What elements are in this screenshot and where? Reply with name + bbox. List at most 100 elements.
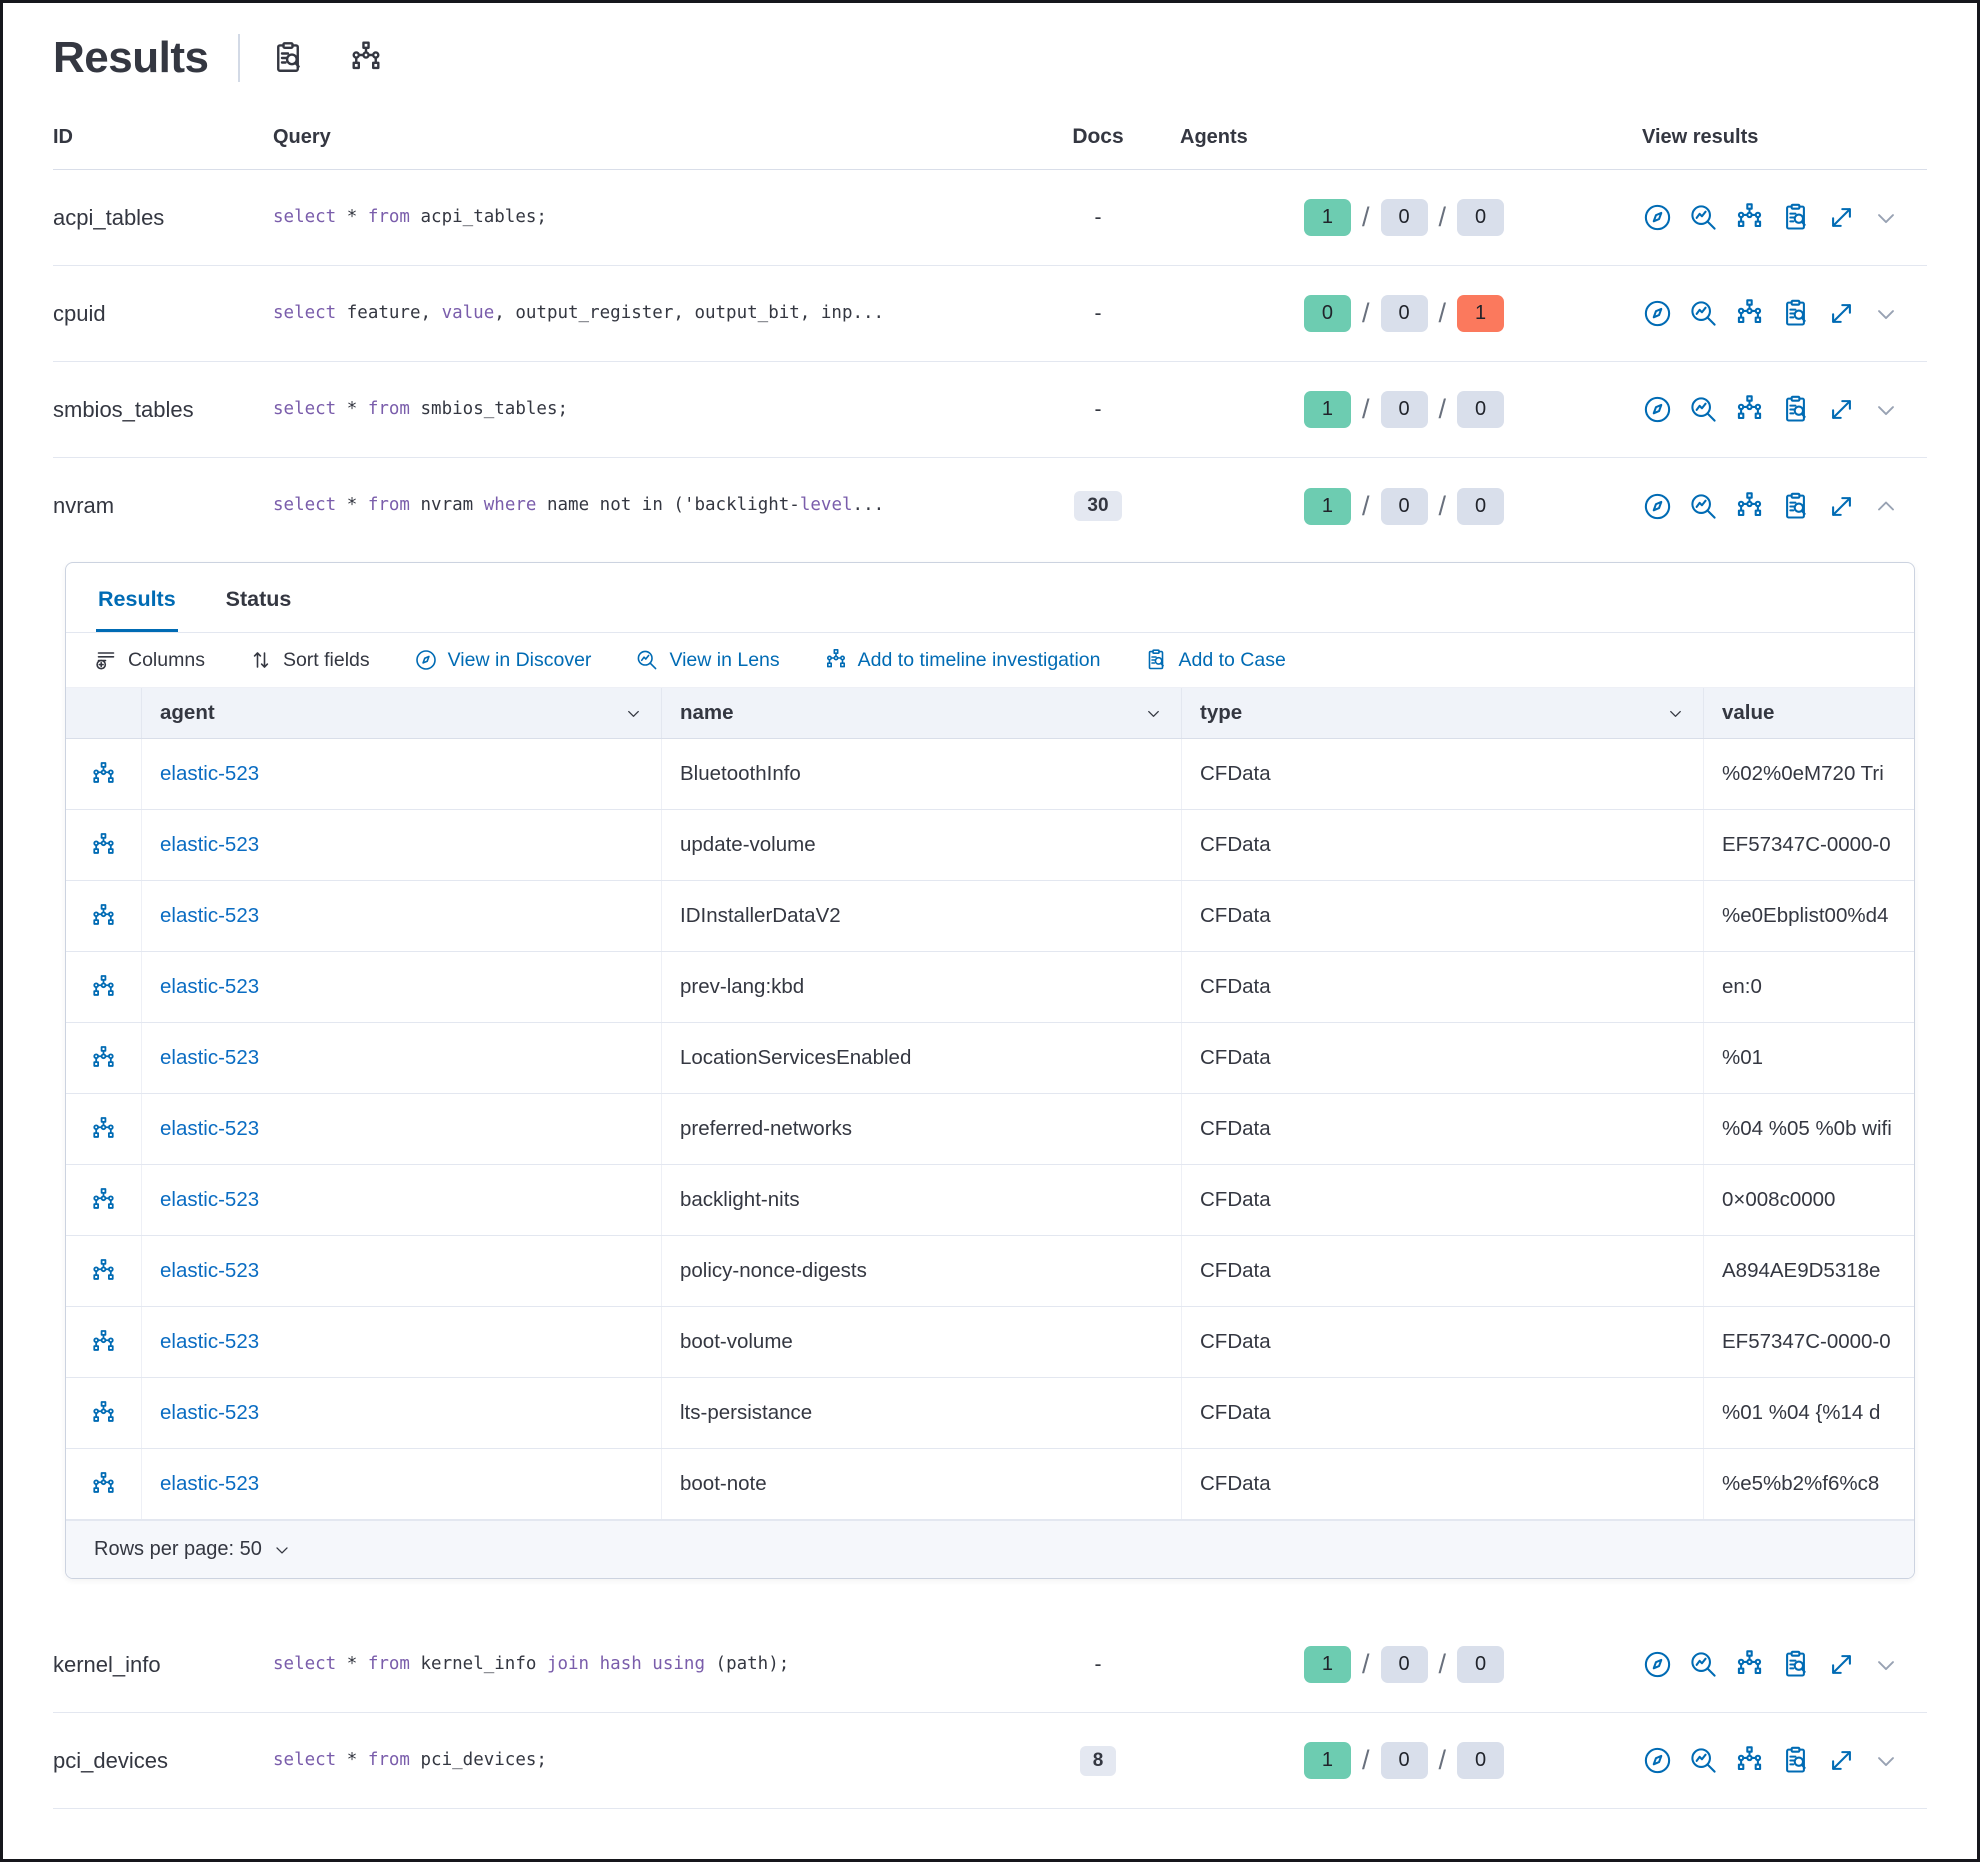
view-results-actions: [1642, 1649, 1927, 1680]
agent-link[interactable]: elastic-523: [160, 1046, 260, 1069]
add-row-to-timeline-icon[interactable]: [90, 903, 117, 930]
collapse-row-icon[interactable]: [1872, 492, 1900, 520]
view-in-discover-icon[interactable]: [1642, 1649, 1673, 1680]
agents-status-group: 1 / 0 / 0: [1180, 1742, 1628, 1779]
view-in-discover-icon[interactable]: [1642, 202, 1673, 233]
inspect-query-icon[interactable]: [1780, 202, 1811, 233]
query-token: *: [336, 206, 368, 227]
add-to-timeline-icon[interactable]: [1734, 1649, 1765, 1680]
rows-per-page-label: Rows per page: 50: [94, 1538, 262, 1560]
grid-column-header-type[interactable]: type: [1182, 688, 1704, 738]
view-in-lens-icon[interactable]: [1688, 1745, 1719, 1776]
toolbar-view-in-lens-button[interactable]: View in Lens: [635, 648, 780, 672]
expand-results-icon[interactable]: [1826, 491, 1857, 522]
results-toolbar: Columns Sort fields View in Discover View i…: [66, 633, 1914, 688]
view-in-lens-icon[interactable]: [1688, 1649, 1719, 1680]
result-value-cell: EF57347C-0000-0: [1722, 1330, 1891, 1353]
agent-link[interactable]: elastic-523: [160, 1117, 260, 1140]
inspect-query-icon[interactable]: [1780, 491, 1811, 522]
add-row-to-timeline-icon[interactable]: [90, 1258, 117, 1285]
inspect-icon[interactable]: [270, 40, 306, 76]
agents-pending-badge: 0: [1380, 1742, 1428, 1779]
tab-status[interactable]: Status: [225, 587, 292, 611]
add-row-to-timeline-icon[interactable]: [90, 1329, 117, 1356]
tab-results[interactable]: Results: [96, 563, 178, 632]
result-type-cell: CFData: [1182, 881, 1704, 951]
agent-link[interactable]: elastic-523: [160, 1401, 260, 1424]
agents-failed-badge: 0: [1457, 1742, 1505, 1779]
toolbar-view-in-discover-button[interactable]: View in Discover: [414, 648, 591, 672]
page-title: Results: [53, 33, 209, 82]
agent-link[interactable]: elastic-523: [160, 1188, 260, 1211]
expand-results-icon[interactable]: [1826, 202, 1857, 233]
expand-results-icon[interactable]: [1826, 1649, 1857, 1680]
view-in-lens-icon[interactable]: [1688, 394, 1719, 425]
view-in-discover-icon[interactable]: [1642, 394, 1673, 425]
query-sql: select * from pci_devices;: [273, 1750, 617, 1770]
view-in-lens-icon[interactable]: [1688, 491, 1719, 522]
expand-row-icon[interactable]: [1872, 1747, 1900, 1775]
result-name-cell: preferred-networks: [662, 1094, 1182, 1164]
query-row-smbios_tables: smbios_tables select * from smbios_tables…: [53, 362, 1927, 458]
toolbar-add-to-case-button[interactable]: Add to Case: [1144, 648, 1286, 672]
add-row-to-timeline-icon[interactable]: [90, 1116, 117, 1143]
agent-link[interactable]: elastic-523: [160, 975, 260, 998]
grid-column-header-agent[interactable]: agent: [142, 688, 662, 738]
toolbar-add-to-timeline-investigation-button[interactable]: Add to timeline investigation: [824, 648, 1100, 672]
query-token-keyword: select: [273, 495, 337, 516]
query-token-keyword: level: [799, 495, 853, 516]
expand-results-icon[interactable]: [1826, 394, 1857, 425]
add-to-timeline-icon[interactable]: [1734, 394, 1765, 425]
add-row-to-timeline-icon[interactable]: [90, 1471, 117, 1498]
expand-results-icon[interactable]: [1826, 298, 1857, 329]
rows-per-page-control[interactable]: Rows per page: 50: [66, 1520, 1914, 1578]
agent-link[interactable]: elastic-523: [160, 1472, 260, 1495]
query-row-nvram: nvram select * from nvram where name not …: [53, 458, 1927, 554]
add-row-to-timeline-icon[interactable]: [90, 1187, 117, 1214]
timeline-tree-icon[interactable]: [348, 40, 384, 76]
inspect-query-icon[interactable]: [1780, 1649, 1811, 1680]
query-row-acpi_tables: acpi_tables select * from acpi_tables; - 1 /…: [53, 170, 1927, 266]
agent-link[interactable]: elastic-523: [160, 1259, 260, 1282]
add-row-to-timeline-icon[interactable]: [90, 974, 117, 1001]
add-to-timeline-icon[interactable]: [1734, 298, 1765, 329]
view-in-lens-icon[interactable]: [1688, 298, 1719, 329]
add-to-timeline-icon[interactable]: [1734, 491, 1765, 522]
add-row-to-timeline-icon[interactable]: [90, 832, 117, 859]
docs-count: -: [1094, 205, 1102, 229]
expand-row-icon[interactable]: [1872, 396, 1900, 424]
grid-column-header-value[interactable]: value: [1704, 688, 1914, 738]
result-value-cell: %e0Ebplist00%d4: [1722, 904, 1889, 927]
toolbar-sort-fields-button[interactable]: Sort fields: [249, 648, 370, 672]
grid-column-header-name[interactable]: name: [662, 688, 1182, 738]
inspect-query-icon[interactable]: [1780, 298, 1811, 329]
grid-column-label: name: [680, 701, 734, 724]
view-in-discover-icon[interactable]: [1642, 1745, 1673, 1776]
inspect-query-icon[interactable]: [1780, 394, 1811, 425]
add-to-timeline-icon[interactable]: [1734, 1745, 1765, 1776]
inspect-query-icon[interactable]: [1780, 1745, 1811, 1776]
add-row-to-timeline-icon[interactable]: [90, 761, 117, 788]
add-row-to-timeline-icon[interactable]: [90, 1400, 117, 1427]
expand-row-icon[interactable]: [1872, 1651, 1900, 1679]
agent-link[interactable]: elastic-523: [160, 1330, 260, 1353]
add-to-timeline-icon[interactable]: [1734, 202, 1765, 233]
agent-link[interactable]: elastic-523: [160, 833, 260, 856]
column-sort-caret-icon: [624, 704, 643, 723]
agents-success-badge: 1: [1303, 199, 1351, 236]
result-value-cell: %04 %05 %0b wifi: [1722, 1117, 1892, 1140]
add-row-to-timeline-icon[interactable]: [90, 1045, 117, 1072]
agent-link[interactable]: elastic-523: [160, 904, 260, 927]
agent-link[interactable]: elastic-523: [160, 762, 260, 785]
agents-failed-badge: 0: [1457, 1646, 1505, 1683]
docs-count: 8: [1028, 1745, 1168, 1776]
expand-row-icon[interactable]: [1872, 300, 1900, 328]
expand-results-icon[interactable]: [1826, 1745, 1857, 1776]
expand-row-icon[interactable]: [1872, 204, 1900, 232]
view-in-discover-icon[interactable]: [1642, 298, 1673, 329]
result-row: elastic-523 preferred-networks CFData %04 %…: [66, 1094, 1914, 1165]
view-in-lens-icon[interactable]: [1688, 202, 1719, 233]
agents-success-badge: 1: [1303, 391, 1351, 428]
view-in-discover-icon[interactable]: [1642, 491, 1673, 522]
toolbar-columns-button[interactable]: Columns: [94, 648, 205, 672]
